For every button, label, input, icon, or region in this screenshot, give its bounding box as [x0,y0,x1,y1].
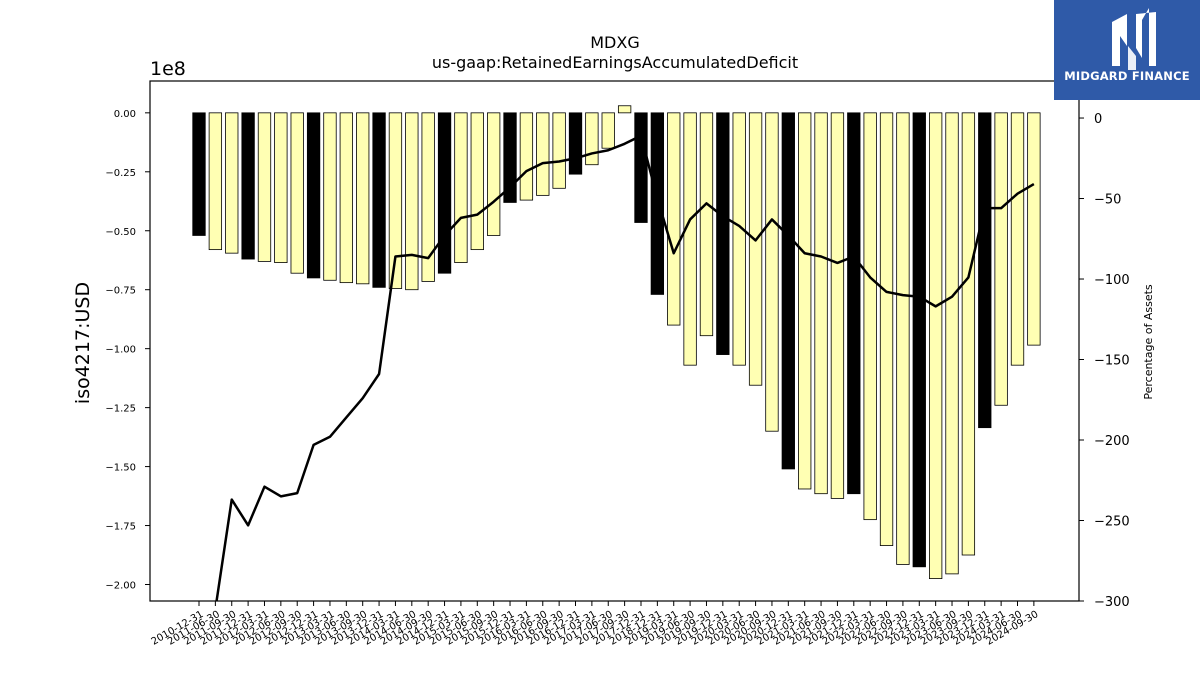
y2-tick-label: −300 [1094,595,1130,610]
bar [847,112,861,495]
bar [601,112,615,149]
y2-axis-label: Percentage of Assets [1142,284,1155,400]
bar [830,112,845,499]
bar [552,112,566,189]
y-tick-label: −1.00 [105,345,136,356]
bar [929,112,943,579]
bar [290,112,304,274]
percentage-line [215,134,1035,601]
bar [765,112,779,432]
y2-tick-label: −100 [1094,273,1130,288]
bar [650,112,665,295]
y2-tick-label: −250 [1094,515,1130,530]
y2-tick-label: 0 [1094,112,1102,127]
bar [454,112,468,263]
bar [208,112,223,251]
bar [257,112,272,262]
y-axis-label: iso4217:USD [72,282,94,404]
bar [192,112,206,236]
bar [814,112,828,495]
bar [1027,112,1041,346]
bar [748,112,763,386]
bar [241,112,255,260]
bar [487,112,501,236]
bar [1010,112,1025,366]
bar [225,112,239,254]
y-tick-label: −1.50 [105,463,136,474]
y-tick-label: −0.25 [105,168,136,179]
bar [716,112,730,355]
y-axis-ticks: 0.00 −0.25 −0.50 −0.75 −1.00 −1.25 −1.50 −1.75 −… [105,109,150,591]
bar [470,112,484,251]
bar [617,105,632,114]
y2-axis-ticks: 0 −50 −100 −150 −200 −250 −300 [1079,112,1130,610]
y-tick-label: −1.25 [105,404,136,415]
bars [192,105,1041,579]
y-scale-label: 1e8 [150,58,186,80]
y-tick-label: −1.75 [105,522,136,533]
bar [683,112,697,366]
bar [519,112,534,201]
bar [945,112,959,575]
bar [437,112,452,274]
bar [274,112,288,263]
chart-title-group: MDXG us-gaap:RetainedEarningsAccumulated… [432,33,798,72]
y2-tick-label: −200 [1094,434,1130,449]
percentage-line-path [215,134,1035,601]
plot-frame [149,80,1080,602]
bar [405,112,419,291]
logo-text: MIDGARD FINANCE [1064,69,1190,83]
bar [732,112,746,366]
bar [339,112,353,284]
bar [863,112,877,521]
bar [568,112,583,175]
chart-title: MDXG [590,33,639,52]
bar [306,112,321,279]
bar [503,112,517,203]
x-axis-ticks: 2010-12-312011-06-302011-09-302011-12-31… [150,601,1040,648]
y-tick-label: −0.50 [105,227,136,238]
bar [634,112,648,223]
bar [699,112,714,337]
bar [961,112,976,556]
bar [421,112,435,282]
bar [536,112,550,196]
y2-tick-label: −50 [1094,193,1121,208]
bar [667,112,681,326]
y2-tick-label: −150 [1094,354,1130,369]
bar [896,112,910,565]
y-tick-label: −2.00 [105,580,136,591]
bar [388,112,403,289]
bar [323,112,337,281]
bar [912,112,926,568]
bar [356,112,370,285]
y-tick-label: 0.00 [114,109,136,120]
bar [978,112,992,429]
bar [585,112,599,166]
y-tick-label: −0.75 [105,286,136,297]
bar [372,112,386,288]
bar [781,112,795,470]
chart-subtitle: us-gaap:RetainedEarningsAccumulatedDefic… [432,53,798,72]
bar [879,112,894,546]
midgard-finance-logo: MIDGARD FINANCE [1054,0,1200,100]
logo-mark-icon [1112,8,1156,70]
bar [798,112,812,490]
bar [994,112,1008,406]
